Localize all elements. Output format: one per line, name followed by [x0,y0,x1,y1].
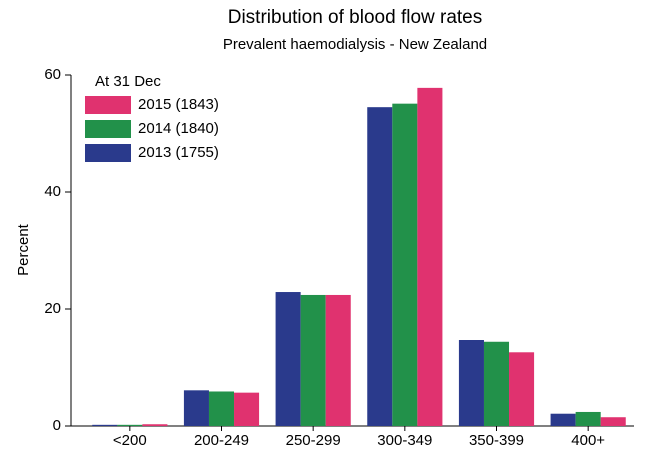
bar [117,424,143,426]
bar [392,103,418,426]
x-tick-label: 250-299 [286,432,341,449]
legend-swatch [85,96,131,114]
y-tick-label: 0 [53,417,61,434]
bar [550,413,576,426]
x-tick-label: 300-349 [377,432,432,449]
bar [183,390,209,426]
bar [417,87,443,427]
legend-swatch [85,144,131,162]
bar [142,424,168,426]
x-tick-label: 200-249 [194,432,249,449]
legend-title: At 31 Dec [95,73,161,90]
bar [208,391,235,426]
bar [325,294,351,426]
bar [483,341,510,426]
chart-subtitle: Prevalent haemodialysis - New Zealand [223,36,487,53]
x-tick-label: <200 [113,432,147,449]
bar [509,352,535,426]
bar [458,340,484,426]
legend-swatch [85,120,131,138]
y-tick-label: 20 [44,300,61,317]
y-tick-label: 60 [44,66,61,83]
x-tick-label: 400+ [571,432,605,449]
bar [300,294,326,426]
y-tick-label: 40 [44,183,61,200]
bar [367,107,393,427]
legend-label: 2013 (1755) [138,144,219,161]
bar [275,292,301,426]
y-axis-label: Percent [15,223,32,276]
chart-title: Distribution of blood flow rates [228,7,483,28]
bar [600,417,626,426]
legend-label: 2014 (1840) [138,120,219,137]
bar [234,392,260,426]
bar [92,424,118,426]
bar [575,411,601,426]
legend-label: 2015 (1843) [138,96,219,113]
x-tick-label: 350-399 [469,432,524,449]
